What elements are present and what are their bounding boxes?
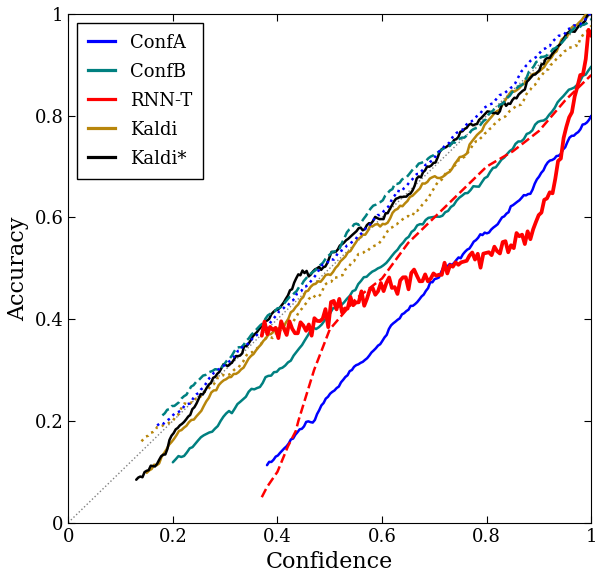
- RNN-T: [488, 252, 495, 259]
- Kaldi*: [517, 89, 524, 96]
- Kaldi*: [588, 10, 595, 17]
- Legend: ConfA, ConfB, RNN-T, Kaldi, Kaldi*: ConfA, ConfB, RNN-T, Kaldi, Kaldi*: [77, 23, 203, 179]
- RNN-T: [275, 335, 282, 342]
- ConfB: [335, 303, 342, 310]
- ConfA: [263, 462, 271, 469]
- ConfB: [388, 252, 396, 259]
- RNN-T: [585, 26, 592, 33]
- RNN-T: [258, 332, 265, 339]
- ConfA: [588, 113, 595, 119]
- ConfB: [515, 138, 522, 145]
- Kaldi: [573, 22, 580, 29]
- X-axis label: Confidence: Confidence: [266, 551, 393, 573]
- ConfA: [433, 275, 440, 282]
- RNN-T: [444, 270, 451, 277]
- RNN-T: [521, 241, 528, 248]
- Kaldi*: [376, 216, 383, 223]
- Kaldi: [312, 280, 320, 287]
- RNN-T: [350, 302, 357, 309]
- ConfB: [458, 192, 466, 199]
- ConfA: [392, 318, 399, 325]
- ConfB: [307, 328, 314, 335]
- ConfA: [370, 347, 378, 354]
- Kaldi*: [532, 71, 539, 78]
- RNN-T: [330, 298, 338, 304]
- ConfB: [169, 459, 176, 466]
- Kaldi*: [257, 324, 265, 331]
- ConfB: [405, 233, 413, 240]
- Y-axis label: Accuracy: Accuracy: [7, 216, 29, 321]
- Line: RNN-T: RNN-T: [262, 30, 591, 338]
- Kaldi: [195, 410, 202, 417]
- Line: ConfA: ConfA: [267, 116, 591, 465]
- ConfA: [531, 180, 538, 187]
- Line: Kaldi*: Kaldi*: [137, 14, 591, 480]
- Line: ConfB: ConfB: [173, 67, 591, 462]
- Kaldi: [235, 369, 242, 376]
- Kaldi: [583, 10, 590, 17]
- Line: Kaldi: Kaldi: [147, 14, 591, 473]
- Kaldi*: [266, 316, 273, 322]
- RNN-T: [579, 71, 586, 78]
- ConfA: [446, 260, 454, 267]
- Kaldi*: [133, 476, 140, 483]
- ConfB: [588, 63, 595, 70]
- Kaldi: [150, 461, 158, 468]
- RNN-T: [588, 32, 595, 39]
- Kaldi: [538, 66, 545, 72]
- ConfA: [487, 226, 495, 233]
- Kaldi*: [540, 61, 547, 68]
- Kaldi: [143, 469, 150, 476]
- Kaldi*: [586, 10, 593, 17]
- Kaldi: [588, 10, 595, 17]
